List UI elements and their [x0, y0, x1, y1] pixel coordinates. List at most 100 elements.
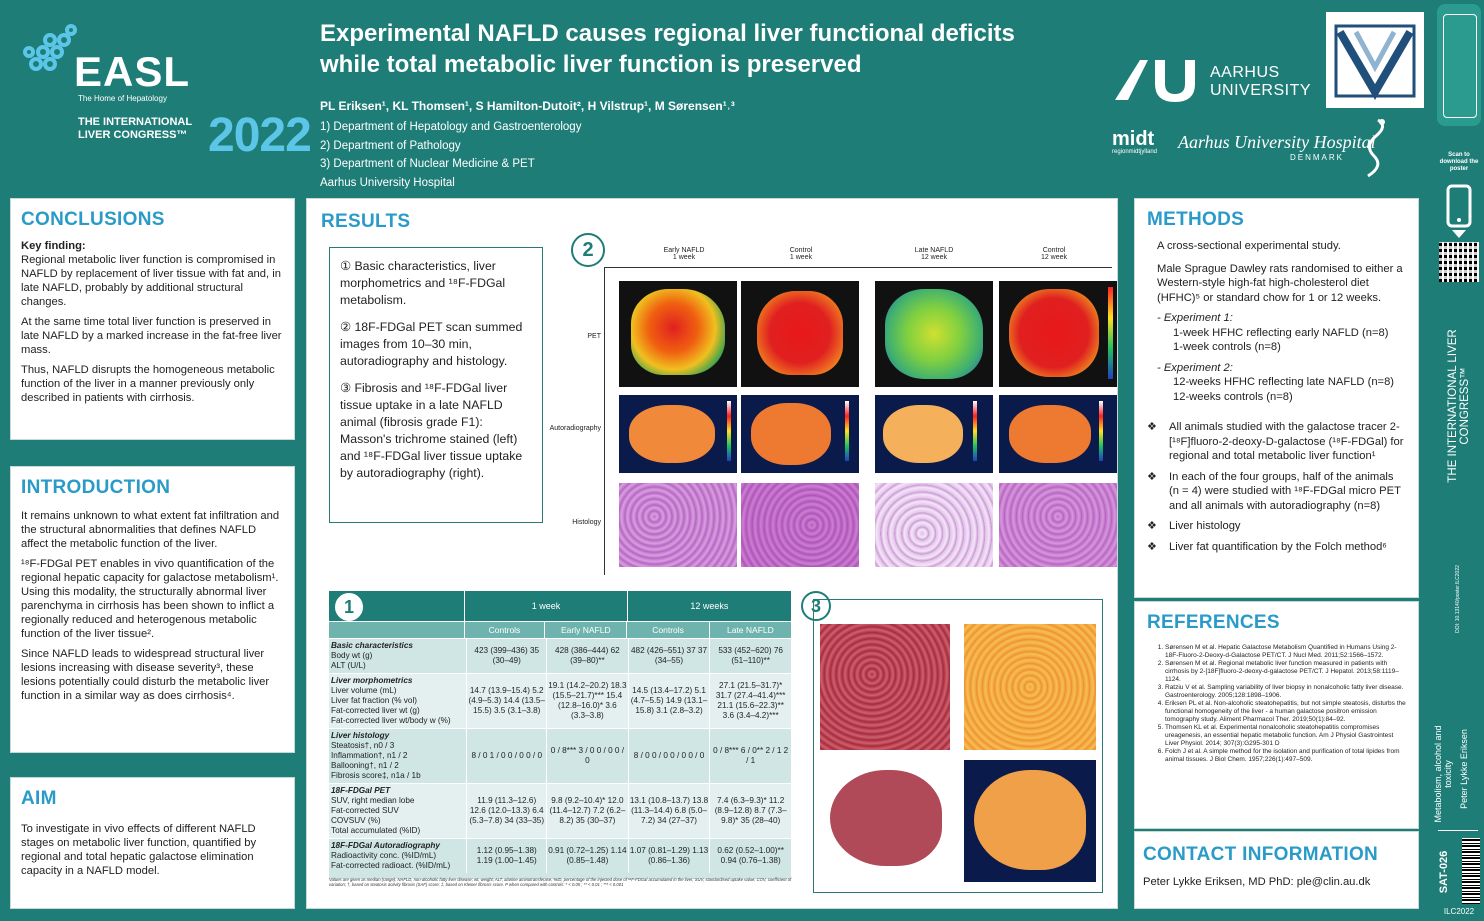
barcode: [1462, 838, 1480, 904]
fig2-row-histology: Histology: [572, 519, 601, 526]
exp2-label: - Experiment 2:: [1157, 361, 1233, 374]
reference-item: Ratziu V et al. Sampling variability of …: [1165, 684, 1406, 700]
diamond-icon: ❖: [1147, 421, 1158, 433]
results-panel: RESULTS ① Basic characteristics, liver m…: [306, 198, 1118, 909]
conclusions-p3: Thus, NAFLD disrupts the homogeneous met…: [21, 364, 275, 404]
autorad-image-early: [619, 395, 737, 473]
aim-panel: AIM To investigate in vivo effects of di…: [10, 777, 295, 909]
autorad-zoom: [964, 624, 1096, 750]
introduction-title: INTRODUCTION: [21, 477, 171, 498]
methods-p2: Male Sprague Dawley rats randomised to e…: [1157, 262, 1403, 304]
table-row-label: Ballooning†, n1 / 2: [331, 761, 399, 770]
table-cell: 1.12 (0.95–1.38) 1.19 (1.00–1.45): [466, 839, 546, 873]
table-row-label: Inflammation†, n1 / 2: [331, 751, 408, 760]
table-cell: 13.1 (10.8–13.7) 13.8 (11.3–14.4) 6.8 (5…: [627, 784, 710, 838]
right-sidebar: Scan to download the poster THE INTERNAT…: [1433, 0, 1484, 921]
sidebar-author: Peter Lykke Eriksen: [1459, 729, 1469, 809]
table-block: Liver histology Steatosis†, n0 / 3 Inflamm…: [329, 728, 791, 783]
results-item1: ① Basic characteristics, liver morphomet…: [340, 259, 506, 307]
fig2-col-control-12w: Control 12 week: [1040, 247, 1068, 261]
table-cell: 482 (426–551) 37 37 (34–55): [627, 639, 710, 673]
figure3-number: 3: [801, 591, 831, 621]
table-row-label: ALT (U/L): [331, 661, 366, 670]
table-row-label: SUV, right median lobe: [331, 796, 415, 805]
table-cell: 7.4 (6.3–9.3)* 11.2 (8.9–12.8) 8.7 (7.3–…: [709, 784, 791, 838]
table-cell: 0.91 (0.72–1.25) 1.14 (0.85–1.48): [546, 839, 628, 873]
easl-tagline: The Home of Hepatology: [78, 94, 167, 103]
methods-bullet4: ❖ Liver fat quantification by the Folch m…: [1147, 540, 1387, 553]
methods-panel: METHODS A cross-sectional experimental s…: [1134, 198, 1419, 598]
table-cell: 428 (386–444) 62 (39–80)**: [546, 639, 628, 673]
reference-item: Sørensen M et al. Hepatic Galactose Meta…: [1165, 644, 1406, 660]
results-item3: ③ Fibrosis and ¹⁸F-FDGal liver tissue up…: [340, 381, 523, 480]
figure2: Early NAFLD 1 week Control 1 week Late N…: [549, 245, 1117, 579]
fig2-col-late-12w: Late NAFLD 12 week: [914, 247, 954, 261]
sidebar-congress-vertical: THE INTERNATIONAL LIVER CONGRESS™: [1447, 329, 1471, 483]
reference-item: Folch J et al. A simple method for the i…: [1165, 748, 1406, 764]
table-row-label: Fat-corrected liver wt (g): [331, 706, 420, 715]
easl-hex-icon: [23, 24, 77, 71]
table-cell: 14.7 (13.9–15.4) 5.2 (4.9–5.3) 14.4 (13.…: [466, 674, 546, 728]
table-cell: 423 (399–436) 35 (30–49): [466, 639, 546, 673]
table-cell: 9.8 (9.2–10.4)* 12.0 (11.4–12.7) 7.2 (6.…: [546, 784, 628, 838]
diamond-icon: ❖: [1147, 470, 1158, 483]
exp2-b: 12-weeks controls (n=8): [1173, 390, 1293, 403]
histology-image-control-12w: [999, 483, 1117, 567]
table-row-label: Fibrosis score‡, n1a / 1b: [331, 771, 421, 780]
results-title: RESULTS: [321, 211, 411, 232]
results-table: 1 1 week 12 weeks Controls Early NAFLD C…: [329, 591, 791, 879]
fig2-row-pet: PET: [587, 333, 601, 340]
scan-text: Scan to download the poster: [1439, 152, 1479, 172]
table-body: Basic characteristics Body wt (g) ALT (U/L…: [329, 638, 791, 873]
sidebar-ilc: ILC2022: [1443, 907, 1475, 916]
sidebar-doi: DOI: 10.13140/poster.ILC2022: [1455, 565, 1461, 633]
table-cell: 8 / 0 1 / 0 0 / 0 0 / 0: [466, 729, 546, 783]
histology-image-control-1w: [741, 483, 859, 567]
aim-title: AIM: [21, 788, 57, 809]
autorad-image-control-12w: [999, 395, 1117, 473]
table-block: Liver morphometrics Liver volume (mL) Live…: [329, 673, 791, 728]
table-row-label: Liver volume (mL): [331, 686, 397, 695]
contact-text: Peter Lykke Eriksen, MD PhD: ple@clin.au…: [1143, 876, 1371, 888]
table-footnote: Values are given as median (range). NAFL…: [329, 877, 792, 888]
autorad-image-late: [875, 395, 993, 473]
references-list: Sørensen M et al. Hepatic Galactose Meta…: [1147, 644, 1406, 764]
figure3: [813, 599, 1103, 893]
conclusions-p2: At the same time total liver function is…: [21, 316, 282, 356]
affiliations: 1) Department of Hepatology and Gastroen…: [320, 121, 582, 189]
reference-item: Eriksen PL et al. Non-alcoholic steatohe…: [1165, 700, 1406, 724]
reference-item: Thomsen KL et al. Experimental nonalcoho…: [1165, 724, 1406, 748]
reference-item: Sørensen M et al. Regional metabolic liv…: [1165, 660, 1406, 684]
phone-icon: [1446, 184, 1472, 228]
table-cell: 533 (452–620) 76 (51–110)**: [709, 639, 791, 673]
methods-bullet1: ❖ All animals studied with the galactose …: [1147, 421, 1404, 462]
methods-bullet2: ❖ In each of the four groups, half of the…: [1147, 470, 1401, 512]
table-cell: 27.1 (21.5–31.7)* 31.7 (27.4–41.4)*** 21…: [709, 674, 791, 728]
table-block: 18F-FDGal Autoradiography Radioactivity c…: [329, 838, 791, 873]
table-group-1week: 1 week: [464, 591, 626, 621]
auh-logo: Aarhus University Hospital DENMARK: [1178, 132, 1376, 162]
sidebar-code: SAT-026: [1438, 850, 1450, 894]
subhead-controls-12w: Controls: [626, 622, 708, 638]
table-cell: 19.1 (14.2–20.2) 18.3 (15.5–21.7)*** 15.…: [546, 674, 628, 728]
exp1-b: 1-week controls (n=8): [1173, 341, 1281, 353]
table-block: Basic characteristics Body wt (g) ALT (U/L…: [329, 638, 791, 673]
references-title: REFERENCES: [1147, 612, 1280, 633]
table-row-label: Liver fat fraction (% vol): [331, 696, 417, 705]
histology-image-late: [875, 483, 993, 567]
easl-logo: EASL The Home of Hepatology: [22, 22, 202, 112]
contact-title: CONTACT INFORMATION: [1143, 844, 1379, 865]
posterside-logo: [1437, 4, 1481, 126]
methods-p1: A cross-sectional experimental study.: [1157, 240, 1341, 252]
contact-panel: CONTACT INFORMATION Peter Lykke Eriksen,…: [1134, 831, 1419, 909]
key-finding-label: Key finding:: [21, 240, 86, 252]
auh-swirl-icon: [1367, 118, 1385, 178]
diamond-icon: ❖: [1147, 520, 1158, 532]
conclusions-p1: Regional metabolic liver function is com…: [21, 254, 281, 308]
trichrome-whole: [820, 760, 950, 882]
qr-code[interactable]: [1439, 242, 1479, 282]
table-row-label: Steatosis†, n0 / 3: [331, 741, 395, 750]
pet-image-control-12w: [999, 281, 1117, 387]
methods-title: METHODS: [1147, 209, 1245, 230]
introduction-p1: It remains unknown to what extent fat in…: [21, 510, 280, 550]
